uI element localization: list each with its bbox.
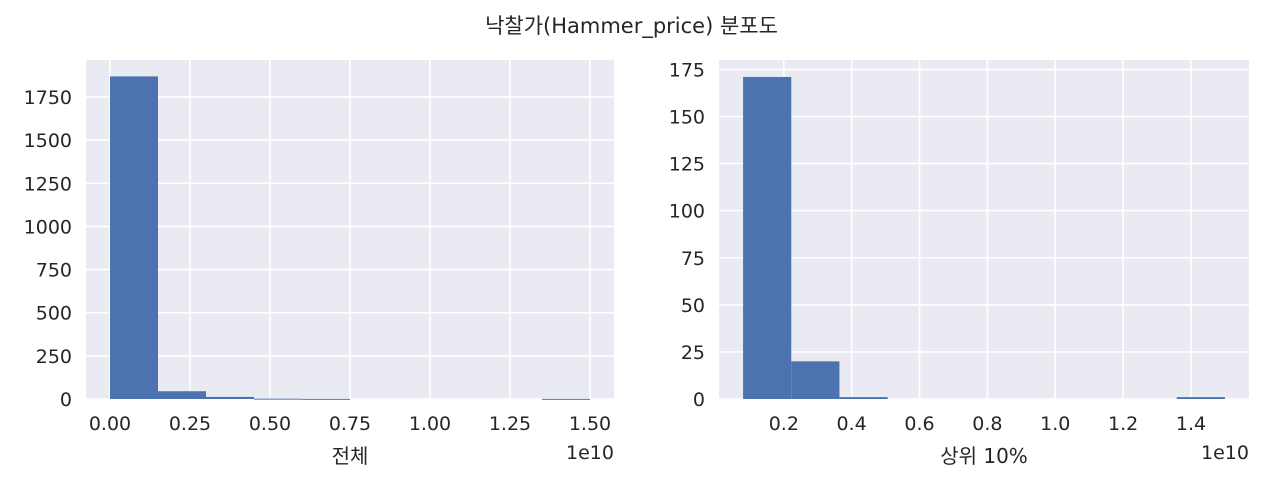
y-tick-label: 750 bbox=[36, 260, 72, 282]
x-tick-label: 1.25 bbox=[489, 413, 531, 435]
x-tick-label: 1.2 bbox=[1108, 413, 1138, 435]
y-tick-label: 0 bbox=[693, 389, 705, 411]
y-tick-label: 25 bbox=[681, 342, 705, 364]
y-tick-label: 50 bbox=[681, 295, 705, 317]
y-tick-label: 150 bbox=[669, 107, 705, 129]
histogram-bar bbox=[1176, 397, 1225, 399]
y-tick-label: 1000 bbox=[24, 216, 72, 238]
y-tick-label: 75 bbox=[681, 248, 705, 270]
histogram-bar bbox=[254, 398, 302, 400]
histogram-bar bbox=[158, 391, 206, 399]
y-tick-label: 0 bbox=[60, 389, 72, 411]
y-tick-label: 250 bbox=[36, 346, 72, 368]
x-tick-label: 0.2 bbox=[769, 413, 799, 435]
figure-title: 낙찰가(Hammer_price) 분포도 bbox=[485, 14, 778, 38]
y-tick-label: 175 bbox=[669, 59, 705, 81]
x-tick-label: 0.75 bbox=[329, 413, 371, 435]
x-offset-label: 1e10 bbox=[566, 442, 614, 464]
y-tick-label: 125 bbox=[669, 154, 705, 176]
x-tick-label: 1.0 bbox=[1040, 413, 1070, 435]
x-tick-label: 0.8 bbox=[972, 413, 1002, 435]
histogram-bar bbox=[110, 76, 158, 399]
x-tick-label: 0.00 bbox=[89, 413, 131, 435]
y-tick-label: 1250 bbox=[24, 173, 72, 195]
x-axis-label: 전체 bbox=[332, 444, 369, 468]
x-axis-label: 상위 10% bbox=[940, 444, 1028, 468]
histogram-bar bbox=[542, 398, 590, 400]
x-tick-label: 1.4 bbox=[1176, 413, 1206, 435]
y-tick-label: 100 bbox=[669, 201, 705, 223]
histogram-panel-overall: 0.00 0.25 0.50 0.75 1.00 1.25 1.50 0 250 500 750 10… bbox=[24, 60, 614, 468]
y-tick-label: 1500 bbox=[24, 130, 72, 152]
x-offset-label: 1e10 bbox=[1201, 442, 1249, 464]
histogram-bar bbox=[791, 361, 840, 399]
x-tick-label: 0.25 bbox=[169, 413, 211, 435]
x-tick-label: 1.50 bbox=[569, 413, 611, 435]
x-tick-label: 0.50 bbox=[249, 413, 291, 435]
histogram-bar bbox=[302, 398, 350, 400]
x-tick-label: 0.4 bbox=[837, 413, 867, 435]
x-tick-label: 1.00 bbox=[409, 413, 451, 435]
histogram-panel-top10: 0.2 0.4 0.6 0.8 1.0 1.2 1.4 0 25 50 75 100 125 150 175… bbox=[669, 59, 1249, 468]
histogram-bar bbox=[743, 76, 792, 399]
x-tick-label: 0.6 bbox=[904, 413, 934, 435]
y-tick-label: 1750 bbox=[24, 87, 72, 109]
histogram-bar bbox=[839, 397, 888, 399]
y-tick-label: 500 bbox=[36, 303, 72, 325]
histogram-bar bbox=[206, 396, 254, 399]
axes-background bbox=[719, 60, 1249, 399]
